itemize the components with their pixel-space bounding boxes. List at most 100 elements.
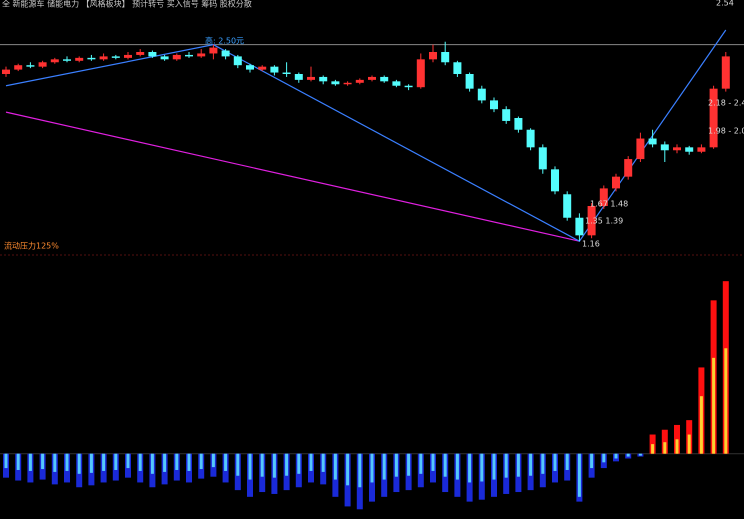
- candle-body: [307, 76, 315, 80]
- indicator-bar: [163, 453, 167, 472]
- candle-body: [465, 74, 474, 89]
- indicator-bar: [346, 453, 350, 486]
- candle-body: [2, 69, 10, 74]
- indicator-bar: [504, 453, 508, 478]
- candle-body: [75, 57, 84, 61]
- indicator-bar: [65, 453, 69, 471]
- indicator-bar: [565, 453, 569, 470]
- candle-body: [429, 52, 437, 60]
- candle-body: [490, 100, 498, 110]
- candle-body: [26, 65, 35, 67]
- indicator-bar: [28, 453, 32, 471]
- candle-body: [355, 79, 364, 83]
- candle-body: [563, 194, 572, 218]
- indicator-bar: [175, 453, 179, 470]
- indicator-bar: [187, 453, 191, 471]
- indicator-bar: [260, 453, 264, 477]
- indicator-bar: [114, 453, 118, 470]
- candle-body: [87, 57, 96, 60]
- candle-body: [624, 159, 633, 177]
- candle-body: [416, 59, 425, 88]
- indicator-bar: [687, 434, 691, 454]
- candle-body: [392, 81, 401, 86]
- indicator-bar: [248, 453, 252, 480]
- indicator-bar: [638, 453, 642, 456]
- support-line: [5, 111, 580, 242]
- candle-body: [99, 56, 108, 60]
- candle-body: [331, 81, 340, 85]
- indicator-bar: [358, 453, 362, 488]
- indicator-bar: [649, 434, 656, 454]
- candle-body: [209, 47, 218, 54]
- candle-body: [343, 82, 352, 85]
- indicator-bar: [126, 453, 130, 469]
- indicator-bar: [407, 453, 411, 476]
- candle-body: [148, 52, 157, 57]
- indicator-bar: [4, 453, 8, 469]
- candle-body: [38, 62, 47, 67]
- indicator-bar: [224, 453, 228, 471]
- candle-body: [599, 188, 608, 206]
- candle-body: [124, 54, 132, 58]
- indicator-bar: [199, 453, 203, 470]
- candle-body: [685, 147, 694, 152]
- indicator-bar: [553, 453, 557, 471]
- candle-body: [14, 65, 23, 70]
- candle-body: [50, 59, 59, 63]
- indicator-bar: [468, 453, 472, 483]
- candle-body: [721, 56, 730, 89]
- annotation: 1.16: [582, 240, 600, 249]
- indicator-bar: [211, 453, 215, 468]
- candle-body: [233, 56, 242, 66]
- indicator-bar: [53, 453, 57, 472]
- candle-body: [514, 118, 523, 130]
- indicator-bar: [675, 439, 679, 454]
- candle-body: [441, 52, 450, 63]
- candle-body: [587, 206, 596, 236]
- candle-body: [526, 129, 535, 148]
- candle-body: [636, 138, 645, 160]
- candle-body: [660, 144, 669, 151]
- indicator-bar: [712, 357, 716, 454]
- candle-body: [368, 76, 376, 80]
- indicator-bar: [431, 453, 435, 471]
- candle-body: [319, 76, 328, 82]
- indicator-bar: [663, 442, 667, 454]
- indicator-bar: [455, 453, 459, 480]
- candle-body: [575, 217, 584, 236]
- indicator-bar: [285, 453, 289, 476]
- candle-body: [197, 53, 206, 57]
- indicator-bar: [480, 453, 484, 482]
- candle-body: [282, 72, 291, 74]
- candle-body: [453, 62, 462, 74]
- indicator-bar: [419, 453, 423, 474]
- indicator-bar: [77, 453, 81, 474]
- indicator-bar: [516, 453, 520, 477]
- candle-body: [172, 54, 181, 60]
- indicator-bar: [529, 453, 533, 476]
- indicator-bar: [699, 396, 703, 454]
- candle-body: [258, 66, 267, 70]
- candle-body: [294, 74, 303, 80]
- indicator-bar: [394, 453, 398, 477]
- candle-body: [380, 76, 389, 82]
- annotation: 流动压力125%: [4, 241, 59, 251]
- candle-body: [63, 59, 71, 61]
- indicator-bar: [492, 453, 496, 480]
- annotation: 2.54: [716, 0, 734, 8]
- annotation: 1.98 - 2.05: [708, 127, 744, 136]
- indicator-bar: [89, 453, 93, 473]
- indicator-bar: [333, 453, 337, 480]
- candle-body: [246, 65, 254, 70]
- candle-body: [270, 66, 279, 73]
- indicator-bar: [297, 453, 301, 474]
- candle-body: [551, 169, 559, 192]
- indicator-bar: [41, 453, 45, 470]
- candle-body: [160, 56, 169, 60]
- candle-body: [404, 85, 413, 88]
- indicator-bar: [541, 453, 545, 474]
- candle-body: [477, 88, 486, 101]
- candle-body: [221, 50, 230, 57]
